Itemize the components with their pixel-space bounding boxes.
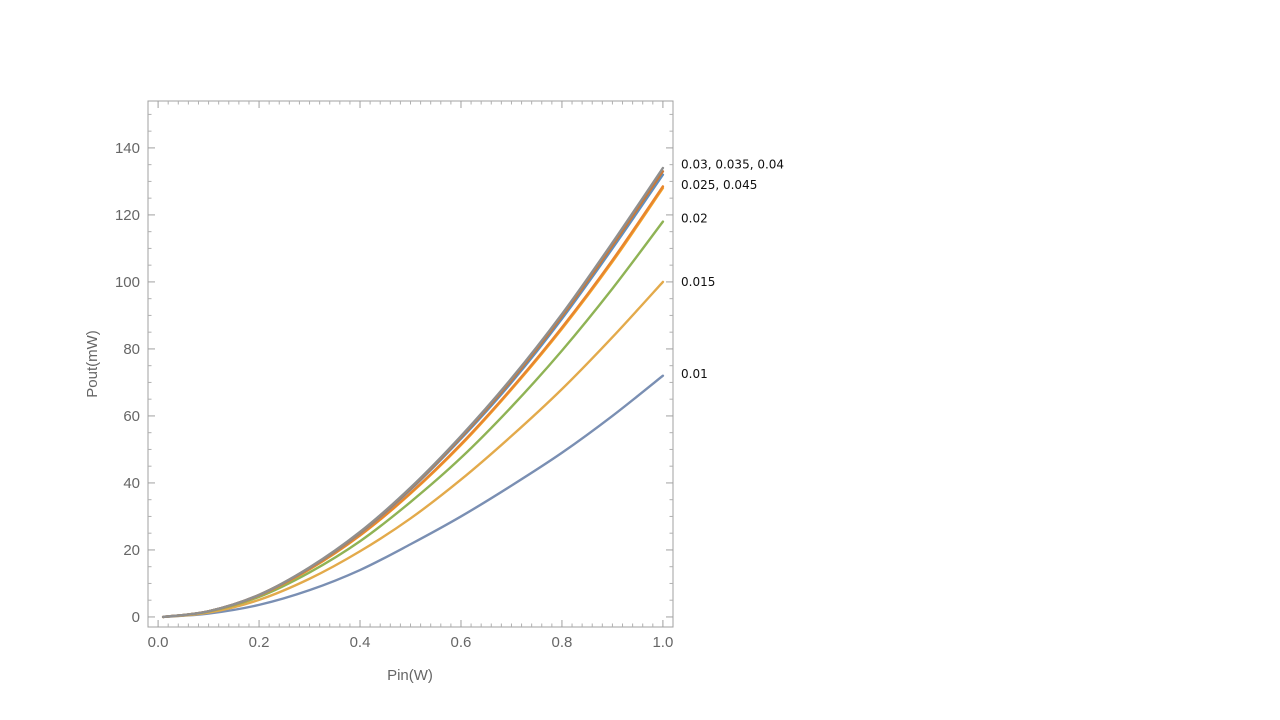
x-axis-label: Pin(W) bbox=[387, 667, 433, 684]
series-annotation: 0.03, 0.035, 0.04 bbox=[681, 158, 784, 172]
y-tick-label: 140 bbox=[115, 140, 140, 157]
x-tick-label: 1.0 bbox=[652, 634, 673, 651]
series-line-7 bbox=[161, 170, 665, 619]
series-line-2 bbox=[161, 280, 665, 619]
series-line-4 bbox=[161, 186, 665, 619]
x-tick-label: 0.2 bbox=[249, 634, 270, 651]
series-annotation: 0.02 bbox=[681, 211, 708, 225]
series-line-5 bbox=[161, 185, 665, 619]
y-axis-label: Pout(mW) bbox=[84, 330, 101, 398]
x-tick-label: 0.4 bbox=[350, 634, 371, 651]
x-tick-label: 0.8 bbox=[552, 634, 573, 651]
series-line-6 bbox=[161, 173, 665, 619]
axis-tick-labels: 0.0 0.2 0.4 0.6 0.8 1.0 0 20 40 60 80 100 120 140 bbox=[115, 140, 673, 651]
y-tick-label: 100 bbox=[115, 274, 140, 291]
series-annotation: 0.015 bbox=[681, 275, 715, 289]
y-tick-label: 0 bbox=[132, 609, 140, 626]
y-tick-label: 120 bbox=[115, 207, 140, 224]
series-lines bbox=[161, 166, 665, 619]
x-tick-label: 0.6 bbox=[451, 634, 472, 651]
plot-frame bbox=[147, 100, 674, 628]
series-annotation: 0.01 bbox=[681, 367, 708, 381]
axis-ticks bbox=[148, 101, 673, 627]
series-annotation: 0.025, 0.045 bbox=[681, 178, 757, 192]
y-tick-label: 40 bbox=[123, 475, 140, 492]
x-tick-label: 0.0 bbox=[148, 634, 169, 651]
series-line-8 bbox=[161, 166, 665, 619]
y-tick-label: 20 bbox=[123, 542, 140, 559]
y-tick-label: 80 bbox=[123, 341, 140, 358]
series-annotations: 0.03, 0.035, 0.04 0.025, 0.045 0.02 0.015 0.… bbox=[681, 158, 784, 381]
y-tick-label: 60 bbox=[123, 408, 140, 425]
series-line-1 bbox=[161, 374, 665, 619]
